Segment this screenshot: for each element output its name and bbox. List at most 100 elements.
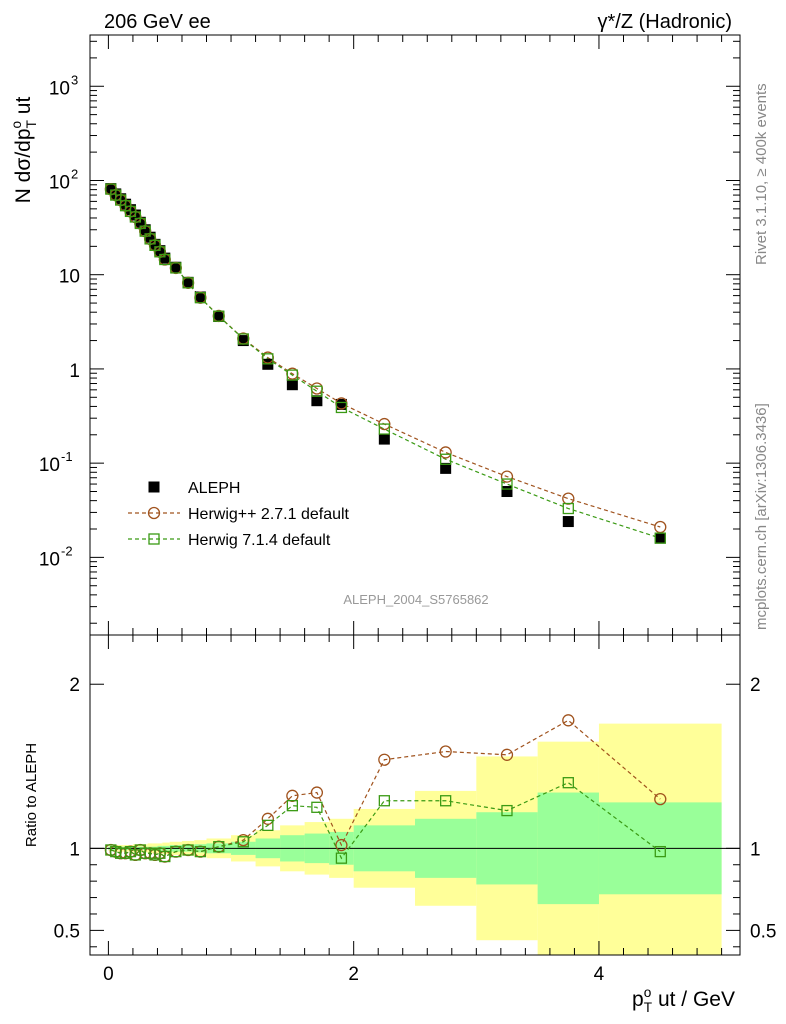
data-point-series-2 (262, 353, 274, 365)
main-y-tick-label: 10 (49, 78, 70, 99)
data-point-series-0 (654, 532, 666, 544)
ratio-point-series-1 (335, 852, 348, 864)
main-y-tick-label: 1 (69, 361, 80, 382)
rivet-version-label: Rivet 3.1.10, ≥ 400k events (753, 83, 770, 265)
legend-label: ALEPH (188, 480, 240, 497)
ratio-point-series-0 (654, 792, 667, 806)
ratio-point-series-1 (311, 801, 323, 813)
data-point-series-1 (439, 446, 452, 459)
ratio-y-tick-label-left: 2 (69, 675, 80, 696)
data-point-series-0 (194, 291, 206, 303)
analysis-watermark: ALEPH_2004_S5765862 (343, 592, 488, 607)
x-tick-label: 0 (103, 964, 114, 985)
main-panel-series (104, 182, 667, 544)
data-point-series-0 (440, 462, 452, 474)
mcplots-label: mcplots.cern.ch [arXiv:1306.3436] (753, 403, 770, 630)
ratio-point-series-0 (562, 714, 575, 727)
ratio-point-series-1 (562, 777, 574, 789)
header-left-label: 206 GeV ee (104, 11, 211, 33)
x-tick-label: 2 (348, 964, 359, 985)
ratio-point-series-1 (440, 795, 452, 807)
data-point-series-2 (194, 292, 207, 304)
main-y-tick-exponent: -1 (61, 449, 73, 464)
main-y-tick-label: 10 (39, 549, 60, 570)
ratio-point-series-1 (159, 850, 171, 863)
ratio-point-series-0 (500, 748, 514, 761)
main-y-tick-label: 10 (49, 172, 70, 193)
data-point-series-2 (378, 423, 390, 435)
ratio-point-series-1 (182, 844, 194, 856)
ratio-y-tick-label-left: 0.5 (54, 921, 80, 942)
ratio-uncertainty-bands (108, 723, 722, 955)
series-line-1 (110, 188, 661, 528)
data-point-series-0 (378, 433, 390, 445)
data-point-series-2 (170, 262, 182, 274)
data-point-series-0 (144, 231, 156, 243)
legend-label: Herwig++ 2.7.1 default (188, 506, 350, 523)
data-point-series-2 (654, 532, 666, 544)
data-point-series-0 (237, 335, 249, 347)
x-axis-label: po T ut / GeV (632, 985, 735, 1015)
legend-marker (147, 506, 161, 520)
data-point-series-2 (311, 385, 323, 397)
data-point-series-0 (139, 224, 151, 236)
header-right-label: γ*/Z (Hadronic) (598, 11, 732, 33)
main-y-tick-label: 10 (39, 455, 60, 476)
ratio-point-series-1 (286, 800, 299, 812)
ratio-y-tick-label-right: 2 (750, 675, 761, 696)
main-y-axis-label: N dσ/dpoT ut (9, 97, 39, 204)
ratio-point-series-1 (654, 845, 666, 858)
data-point-series-0 (501, 486, 513, 498)
legend: ALEPH Herwig++ 2.7.1 default Herwig 7.1.4 … (128, 480, 350, 549)
data-point-series-2 (335, 401, 348, 414)
ratio-point-series-1 (501, 804, 513, 817)
data-point-series-0 (562, 516, 574, 528)
main-y-tick-exponent: -2 (61, 543, 73, 558)
data-point-series-0 (159, 252, 171, 264)
data-point-series-0 (213, 311, 225, 323)
data-point-series-2 (562, 502, 574, 515)
data-point-series-2 (286, 369, 299, 381)
main-y-tick-exponent: 2 (71, 166, 78, 181)
ratio-panel-frame: 0.5 0.5 1 1 2 2 0 2 4 (54, 634, 776, 985)
data-point-series-2 (213, 310, 225, 322)
ratio-line-1 (110, 781, 661, 860)
ratio-y-tick-label-right: 0.5 (750, 921, 776, 942)
ratio-point-series-0 (310, 786, 324, 799)
main-y-tick-label: 10 (59, 267, 80, 288)
legend-marker (148, 481, 160, 493)
ratio-point-series-0 (378, 753, 391, 766)
data-point-series-2 (237, 333, 249, 345)
ratio-point-series-1 (237, 836, 249, 848)
ratio-point-series-1 (194, 845, 207, 858)
legend-marker (148, 533, 160, 545)
ratio-point-series-0 (286, 789, 299, 802)
data-point-series-2 (440, 453, 452, 465)
ratio-point-series-1 (170, 845, 182, 858)
data-point-series-0 (170, 261, 182, 273)
data-point-series-2 (182, 277, 194, 289)
data-point-series-2 (501, 478, 513, 490)
ratio-y-tick-label-right: 1 (750, 839, 761, 860)
data-point-series-1 (562, 492, 575, 505)
ratio-point-series-0 (439, 745, 452, 758)
data-point-series-0 (286, 379, 298, 391)
ratio-point-series-1 (213, 841, 225, 853)
data-point-series-0 (182, 276, 194, 288)
data-point-series-1 (500, 470, 514, 483)
ratio-panel-series (104, 714, 667, 864)
x-tick-label: 4 (594, 964, 605, 985)
ratio-point-series-0 (335, 838, 348, 852)
ratio-y-axis-label: Ratio to ALEPH (23, 743, 40, 847)
main-y-tick-exponent: 3 (71, 72, 78, 87)
ratio-point-series-0 (261, 812, 274, 825)
ratio-y-tick-label-left: 1 (69, 839, 80, 860)
ratio-point-series-1 (262, 819, 274, 832)
data-point-series-0 (311, 395, 323, 407)
legend-label: Herwig 7.1.4 default (188, 532, 331, 549)
data-point-series-0 (335, 398, 347, 410)
ratio-panel-border (89, 634, 741, 956)
data-point-series-2 (159, 253, 171, 266)
